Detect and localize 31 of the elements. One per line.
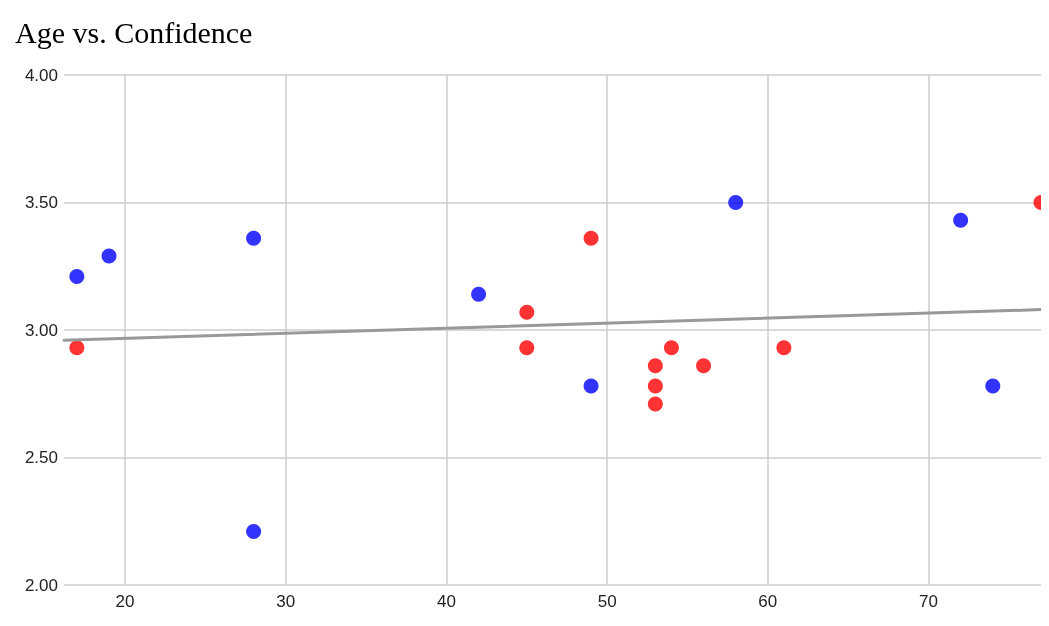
x-tick-label: 30 [276,592,296,611]
y-tick-label: 3.50 [24,193,58,212]
point [69,340,85,356]
y-tick-label: 2.00 [24,575,58,595]
point [69,268,85,284]
point [696,358,712,374]
x-tick-label: 60 [758,592,778,611]
y-tick-label: 2.50 [24,448,58,467]
point [985,378,1001,394]
point [246,523,262,539]
point [776,340,792,356]
y-tick-label: 4.00 [24,65,58,85]
point [953,212,969,228]
x-tick-label: 50 [597,592,617,611]
point [519,340,535,356]
x-tick-label: 20 [115,592,135,611]
y-tick-label: 3.00 [24,320,58,340]
point [647,378,663,394]
x-tick-label: 70 [919,592,938,611]
point [519,304,535,320]
point [583,230,599,246]
point [647,358,663,374]
x-tick-label: 40 [436,592,456,611]
point [663,340,679,356]
point [583,378,599,394]
point [101,248,117,264]
chart-title: Age vs. Confidence [15,15,253,49]
point [246,230,262,246]
point [471,286,487,302]
point [647,396,663,412]
point [728,195,744,210]
